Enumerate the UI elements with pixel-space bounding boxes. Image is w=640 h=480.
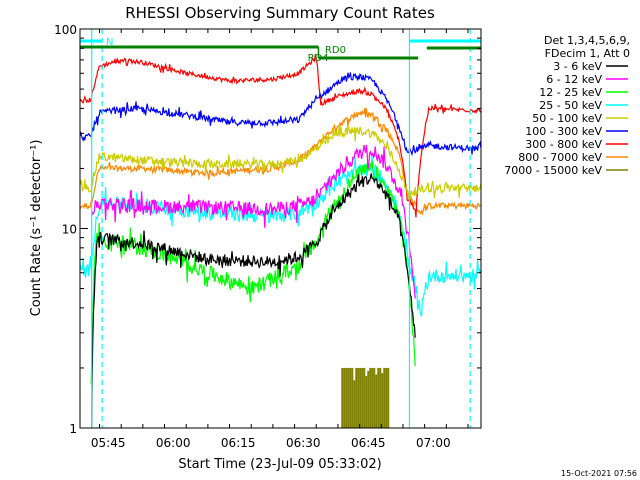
legend-label-12-25-kev: 12 - 25 keV [539, 86, 602, 99]
rd4-label: RD4 [308, 53, 329, 64]
x-axis-label: Start Time (23-Jul-09 05:33:02) [178, 457, 381, 472]
chart-title: RHESSI Observing Summary Count Rates [125, 4, 435, 22]
legend-label-7000-15000-kev: 7000 - 15000 keV [504, 164, 602, 177]
x-tick-label: 06:00 [156, 436, 191, 450]
x-tick-label: 06:15 [221, 436, 256, 450]
rd0-label: RD0 [325, 45, 346, 56]
x-tick-label: 05:45 [91, 436, 126, 450]
legend-label-800-7000-kev: 800 - 7000 keV [518, 151, 602, 164]
series-100-300-kev-line [80, 72, 481, 157]
series-12-25-kev-line [90, 161, 416, 385]
legend-label-25-50-kev: 25 - 50 keV [539, 99, 602, 112]
series-6-12-kev-line [90, 144, 416, 299]
legend-label-3-6-kev: 3 - 6 keV [553, 60, 602, 73]
y-tick-label: 100 [54, 23, 77, 37]
y-tick-label: 10 [62, 223, 77, 237]
legend: Det 1,3,4,5,6,9,FDecim 1, Att 03 - 6 keV… [504, 34, 630, 177]
x-tick-label: 06:30 [286, 436, 321, 450]
series-50-100-kev-line [80, 124, 481, 200]
y-axis-label: Count Rate (s⁻¹ detector⁻¹) [29, 140, 44, 317]
legend-label-6-12-kev: 6 - 12 keV [546, 73, 602, 86]
legend-label-50-100-kev: 50 - 100 keV [532, 112, 602, 125]
legend-header: FDecim 1, Att 0 [545, 47, 630, 60]
x-tick-label: 07:00 [416, 436, 451, 450]
legend-label-300-800-kev: 300 - 800 keV [525, 138, 602, 151]
series-3-6-kev-line [91, 173, 416, 428]
series-300-800-kev-line [80, 53, 481, 218]
series-group [80, 53, 481, 428]
series-25-50-kev-line [80, 153, 481, 317]
series-7000-15000-kev [341, 367, 390, 428]
y-tick-label: 1 [69, 422, 77, 436]
night-label: N [106, 37, 113, 48]
timestamp-label: 15-Oct-2021 07:56 [561, 469, 637, 478]
plot-frame [79, 28, 482, 429]
legend-header: Det 1,3,4,5,6,9, [544, 34, 630, 47]
x-tick-label: 06:45 [351, 436, 386, 450]
legend-label-100-300-kev: 100 - 300 keV [525, 125, 602, 138]
